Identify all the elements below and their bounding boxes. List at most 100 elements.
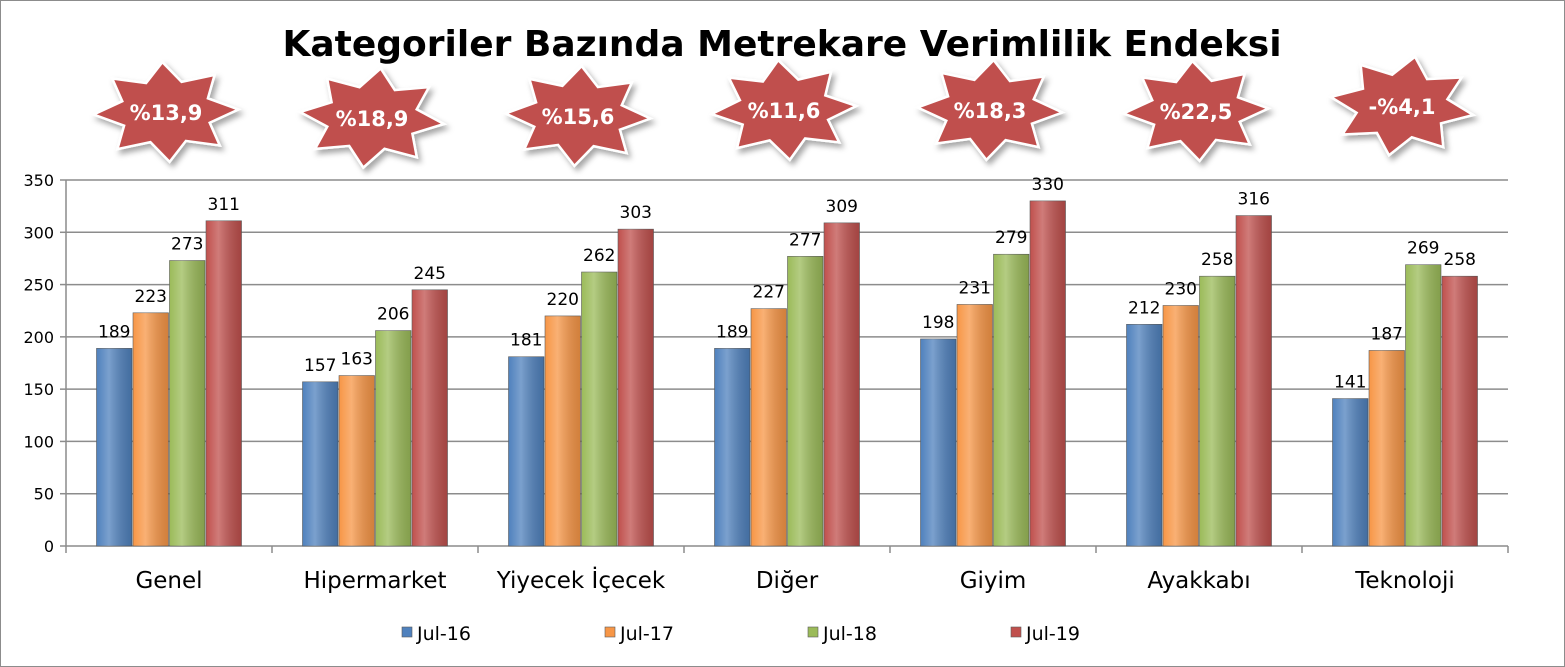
data-label: 230 bbox=[1165, 279, 1197, 299]
bar-shading bbox=[169, 260, 205, 546]
growth-badge-star bbox=[90, 60, 242, 164]
y-tick-label: 150 bbox=[23, 380, 54, 399]
category-label: Yiyecek İçecek bbox=[496, 566, 666, 594]
data-label: 227 bbox=[753, 283, 785, 303]
data-label: 273 bbox=[171, 235, 203, 255]
bar-shading bbox=[993, 254, 1029, 546]
chart-title: Kategoriler Bazında Metrekare Verimlilik… bbox=[282, 24, 1281, 65]
growth-badges: %13,9 %18,9 %15,6 %11,6 %18,3 %22,5 -%4,1 bbox=[90, 54, 1477, 170]
data-label: 157 bbox=[304, 356, 336, 376]
legend-label: Jul-16 bbox=[416, 623, 471, 645]
y-tick-label: 100 bbox=[23, 432, 54, 451]
bar-shading bbox=[1030, 200, 1066, 546]
data-label: 262 bbox=[583, 246, 615, 266]
growth-badge-label: %18,3 bbox=[954, 99, 1027, 123]
axes: 0 50 100 150 200 250 300 350 Genel Hipermarket Yiy… bbox=[23, 171, 1509, 594]
y-tick-label: 200 bbox=[23, 328, 54, 347]
bar-shading bbox=[1442, 276, 1478, 546]
data-label: 163 bbox=[341, 350, 373, 370]
bar-shading bbox=[206, 220, 242, 547]
y-tick-label: 300 bbox=[23, 223, 54, 242]
bar-shading bbox=[133, 312, 169, 546]
growth-badge-label: %18,9 bbox=[336, 107, 409, 131]
bar-shading bbox=[1163, 305, 1199, 546]
data-label: 212 bbox=[1128, 298, 1160, 318]
category-label: Giyim bbox=[960, 568, 1027, 594]
bar-shading bbox=[412, 289, 448, 546]
category-label: Diğer bbox=[756, 568, 819, 594]
growth-badge-star bbox=[914, 58, 1066, 162]
bar-shading bbox=[1405, 264, 1441, 546]
data-label: 258 bbox=[1444, 250, 1476, 270]
data-label: 303 bbox=[620, 203, 652, 223]
category-label: Teknoloji bbox=[1354, 568, 1455, 594]
growth-badge-label: %13,9 bbox=[130, 101, 203, 125]
bar-shading bbox=[581, 272, 617, 546]
category-label: Hipermarket bbox=[303, 568, 446, 594]
legend-label: Jul-19 bbox=[1025, 623, 1080, 645]
growth-badge-label: %22,5 bbox=[1160, 100, 1233, 124]
data-label: 258 bbox=[1201, 250, 1233, 270]
data-label: 279 bbox=[995, 228, 1027, 248]
data-label: 181 bbox=[510, 331, 542, 351]
growth-badge-label: %11,6 bbox=[748, 99, 821, 123]
data-label: 269 bbox=[1407, 239, 1439, 259]
legend-swatch bbox=[807, 626, 819, 638]
bar-shading bbox=[339, 375, 375, 546]
growth-badge-label: %15,6 bbox=[542, 105, 615, 129]
bar-shading bbox=[957, 304, 993, 546]
legend-label: Jul-18 bbox=[822, 623, 877, 645]
legend-swatch bbox=[1010, 626, 1022, 638]
y-tick-label: 350 bbox=[23, 171, 54, 190]
bar-shading bbox=[787, 256, 823, 546]
growth-badge-label: -%4,1 bbox=[1369, 95, 1436, 119]
data-label: 141 bbox=[1334, 373, 1366, 393]
data-label: 189 bbox=[98, 322, 130, 342]
growth-badge-star bbox=[1327, 54, 1477, 158]
data-label: 187 bbox=[1371, 324, 1403, 344]
y-tick-label: 0 bbox=[44, 537, 54, 556]
bar-shading bbox=[375, 330, 411, 546]
bar-shading bbox=[545, 315, 581, 546]
bar-shading bbox=[1332, 398, 1368, 546]
data-label: 206 bbox=[377, 305, 409, 325]
bar-shading bbox=[751, 308, 787, 546]
data-label: 245 bbox=[414, 264, 446, 284]
data-label: 198 bbox=[922, 313, 954, 333]
y-tick-label: 250 bbox=[23, 276, 54, 295]
bar-shading bbox=[824, 222, 860, 547]
bar-shading bbox=[1126, 324, 1162, 546]
growth-badge-star bbox=[708, 58, 860, 162]
bar-shading bbox=[1199, 276, 1235, 546]
bars bbox=[96, 200, 1478, 547]
data-label: 311 bbox=[208, 195, 240, 215]
bar-shading bbox=[302, 381, 338, 546]
growth-badge-star bbox=[502, 64, 654, 168]
bar-shading bbox=[96, 348, 132, 546]
data-label: 189 bbox=[716, 322, 748, 342]
legend-label: Jul-17 bbox=[619, 623, 674, 645]
data-label: 223 bbox=[135, 287, 167, 307]
bar-shading bbox=[714, 348, 750, 546]
legend: Jul-16 Jul-17 Jul-18 Jul-19 bbox=[401, 623, 1080, 645]
bar-shading bbox=[508, 356, 544, 546]
legend-swatch bbox=[604, 626, 616, 638]
legend-swatch bbox=[401, 626, 413, 638]
category-label: Ayakkabı bbox=[1147, 568, 1250, 594]
category-label: Genel bbox=[135, 568, 202, 594]
data-label: 231 bbox=[959, 278, 991, 298]
bar-shading bbox=[1236, 215, 1272, 546]
growth-badge-star bbox=[296, 66, 448, 170]
data-label: 277 bbox=[789, 230, 821, 250]
bar-shading bbox=[618, 229, 654, 547]
data-label: 330 bbox=[1032, 175, 1064, 195]
data-label: 220 bbox=[547, 290, 579, 310]
bar-shading bbox=[1369, 350, 1405, 546]
gridlines bbox=[66, 179, 1508, 495]
data-label: 309 bbox=[826, 197, 858, 217]
growth-badge-star bbox=[1120, 59, 1272, 163]
y-tick-label: 50 bbox=[34, 485, 54, 504]
bar-shading bbox=[920, 338, 956, 546]
